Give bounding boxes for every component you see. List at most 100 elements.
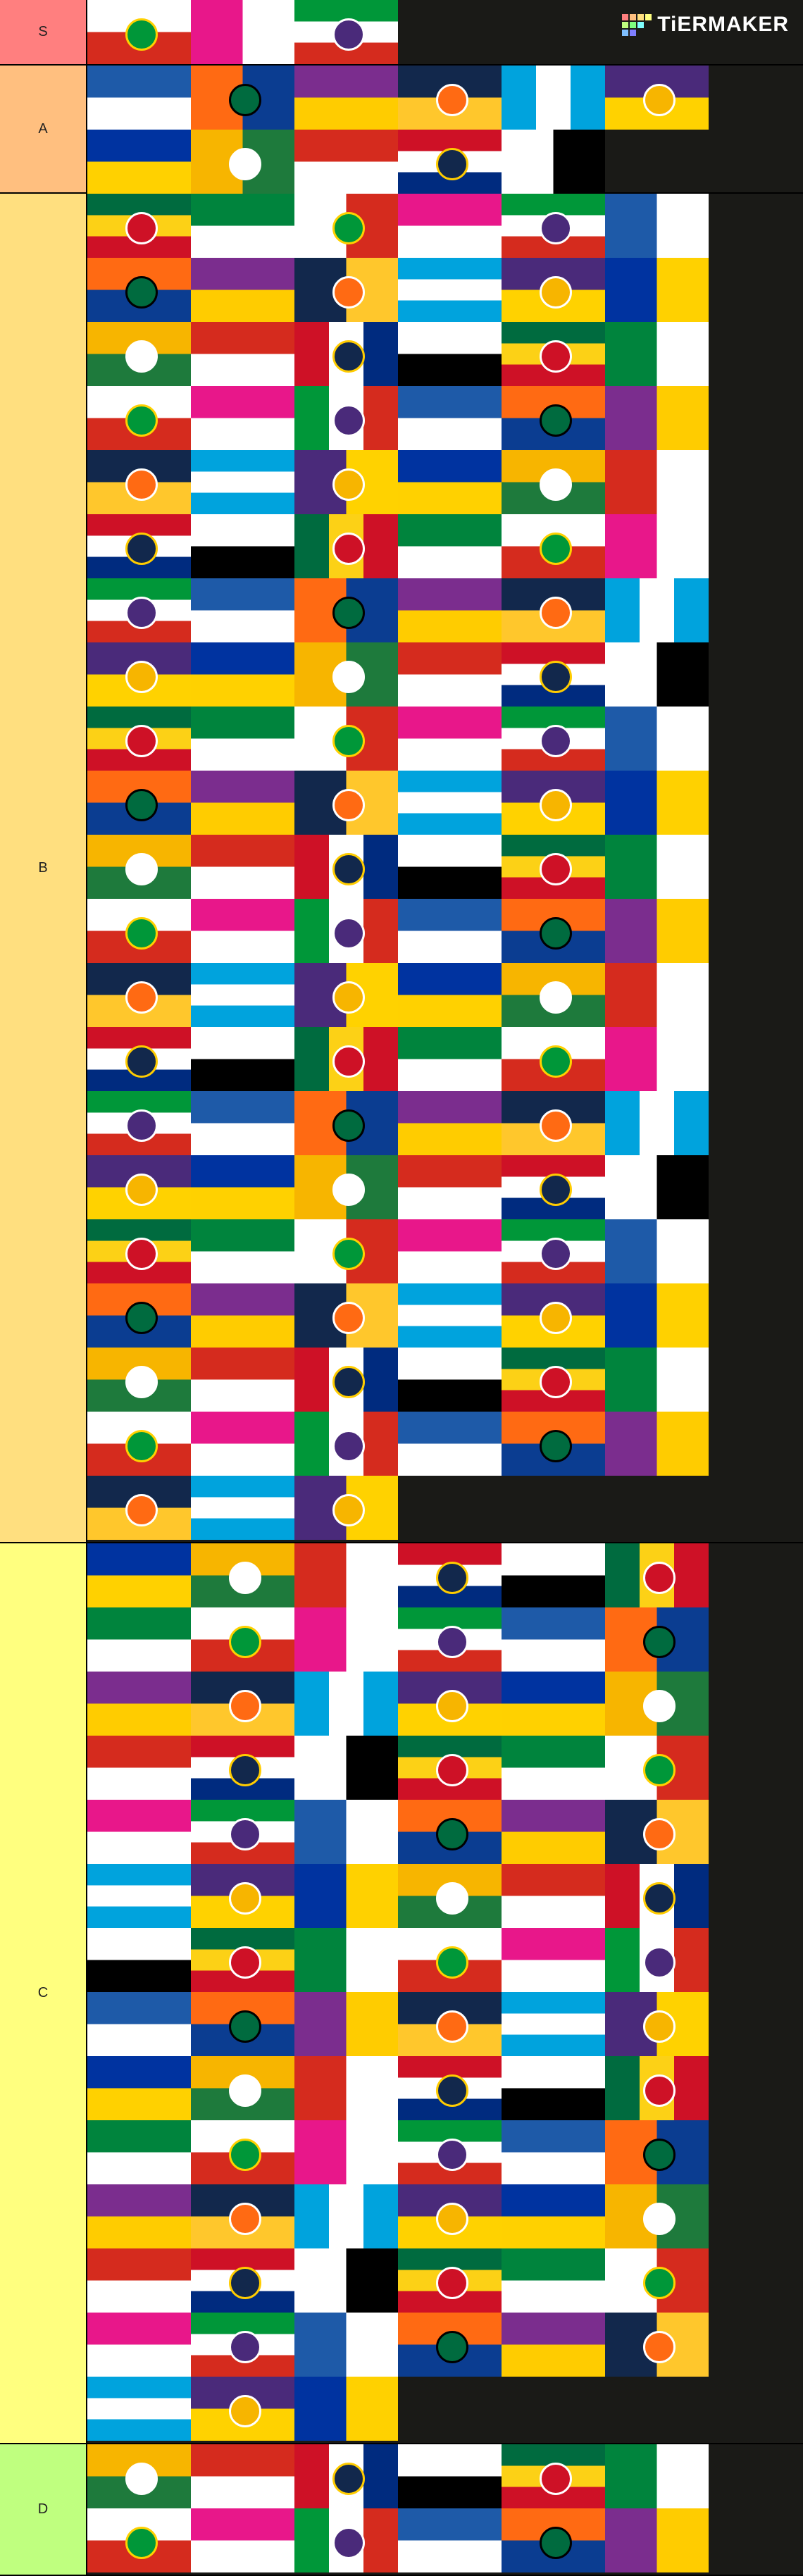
flag-tile[interactable] xyxy=(398,1027,502,1091)
flag-tile[interactable] xyxy=(605,2120,709,2184)
flag-tile[interactable] xyxy=(191,707,294,771)
flag-tile[interactable] xyxy=(502,1864,605,1928)
flag-tile[interactable] xyxy=(605,1348,709,1412)
flag-tile[interactable] xyxy=(294,2248,398,2313)
flag-tile[interactable] xyxy=(294,1348,398,1412)
flag-tile[interactable] xyxy=(502,642,605,707)
flag-tile[interactable] xyxy=(294,1864,398,1928)
flag-tile[interactable] xyxy=(398,450,502,514)
flag-tile[interactable] xyxy=(191,1992,294,2056)
flag-tile[interactable] xyxy=(605,1091,709,1155)
flag-tile[interactable] xyxy=(294,450,398,514)
flag-tile[interactable] xyxy=(87,1928,191,1992)
flag-tile[interactable] xyxy=(605,1864,709,1928)
flag-tile[interactable] xyxy=(605,1027,709,1091)
flag-tile[interactable] xyxy=(87,66,191,130)
flag-tile[interactable] xyxy=(294,1928,398,1992)
flag-tile[interactable] xyxy=(191,1219,294,1283)
flag-tile[interactable] xyxy=(191,1672,294,1736)
flag-tile[interactable] xyxy=(294,707,398,771)
flag-tile[interactable] xyxy=(605,1412,709,1476)
flag-tile[interactable] xyxy=(502,1736,605,1800)
flag-tile[interactable] xyxy=(87,2444,191,2508)
flag-tile[interactable] xyxy=(191,66,294,130)
flag-tile[interactable] xyxy=(294,1736,398,1800)
flag-tile[interactable] xyxy=(87,771,191,835)
flag-tile[interactable] xyxy=(191,514,294,578)
flag-tile[interactable] xyxy=(605,899,709,963)
flag-tile[interactable] xyxy=(294,386,398,450)
flag-tile[interactable] xyxy=(191,1283,294,1348)
flag-tile[interactable] xyxy=(87,1412,191,1476)
flag-tile[interactable] xyxy=(502,963,605,1027)
flag-tile[interactable] xyxy=(87,1543,191,1607)
flag-tile[interactable] xyxy=(191,2184,294,2248)
flag-tile[interactable] xyxy=(605,1672,709,1736)
flag-tile[interactable] xyxy=(191,771,294,835)
flag-tile[interactable] xyxy=(605,1607,709,1672)
flag-tile[interactable] xyxy=(605,963,709,1027)
flag-tile[interactable] xyxy=(502,1412,605,1476)
flag-tile[interactable] xyxy=(398,1091,502,1155)
flag-tile[interactable] xyxy=(87,0,191,64)
flag-tile[interactable] xyxy=(294,2056,398,2120)
flag-tile[interactable] xyxy=(191,322,294,386)
flag-tile[interactable] xyxy=(87,1155,191,1219)
flag-tile[interactable] xyxy=(294,578,398,642)
flag-tile[interactable] xyxy=(502,1283,605,1348)
flag-tile[interactable] xyxy=(502,2120,605,2184)
flag-tile[interactable] xyxy=(605,578,709,642)
flag-tile[interactable] xyxy=(398,194,502,258)
flag-tile[interactable] xyxy=(398,2508,502,2572)
flag-tile[interactable] xyxy=(502,771,605,835)
flag-tile[interactable] xyxy=(191,386,294,450)
flag-tile[interactable] xyxy=(398,322,502,386)
flag-tile[interactable] xyxy=(502,386,605,450)
flag-tile[interactable] xyxy=(191,2056,294,2120)
flag-tile[interactable] xyxy=(294,963,398,1027)
flag-tile[interactable] xyxy=(502,322,605,386)
flag-tile[interactable] xyxy=(87,194,191,258)
flag-tile[interactable] xyxy=(294,194,398,258)
flag-tile[interactable] xyxy=(191,1348,294,1412)
flag-tile[interactable] xyxy=(87,1607,191,1672)
flag-tile[interactable] xyxy=(294,1091,398,1155)
flag-tile[interactable] xyxy=(502,1155,605,1219)
flag-tile[interactable] xyxy=(87,2120,191,2184)
flag-tile[interactable] xyxy=(502,2184,605,2248)
flag-tile[interactable] xyxy=(191,1412,294,1476)
flag-tile[interactable] xyxy=(191,258,294,322)
flag-tile[interactable] xyxy=(605,2444,709,2508)
flag-tile[interactable] xyxy=(605,322,709,386)
flag-tile[interactable] xyxy=(398,963,502,1027)
flag-tile[interactable] xyxy=(87,130,191,194)
flag-tile[interactable] xyxy=(191,2313,294,2377)
flag-tile[interactable] xyxy=(294,1607,398,1672)
flag-tile[interactable] xyxy=(87,386,191,450)
flag-tile[interactable] xyxy=(398,1864,502,1928)
flag-tile[interactable] xyxy=(294,2120,398,2184)
flag-tile[interactable] xyxy=(398,1607,502,1672)
flag-tile[interactable] xyxy=(502,707,605,771)
flag-tile[interactable] xyxy=(398,2313,502,2377)
flag-tile[interactable] xyxy=(191,2248,294,2313)
flag-tile[interactable] xyxy=(294,0,398,64)
flag-tile[interactable] xyxy=(502,450,605,514)
flag-tile[interactable] xyxy=(87,899,191,963)
flag-tile[interactable] xyxy=(605,1219,709,1283)
flag-tile[interactable] xyxy=(294,771,398,835)
flag-tile[interactable] xyxy=(87,707,191,771)
flag-tile[interactable] xyxy=(87,2377,191,2441)
flag-tile[interactable] xyxy=(191,1543,294,1607)
flag-tile[interactable] xyxy=(398,1283,502,1348)
flag-tile[interactable] xyxy=(605,1283,709,1348)
flag-tile[interactable] xyxy=(87,514,191,578)
flag-tile[interactable] xyxy=(191,835,294,899)
flag-tile[interactable] xyxy=(605,194,709,258)
flag-tile[interactable] xyxy=(87,1672,191,1736)
flag-tile[interactable] xyxy=(605,707,709,771)
flag-tile[interactable] xyxy=(502,1800,605,1864)
flag-tile[interactable] xyxy=(87,835,191,899)
flag-tile[interactable] xyxy=(398,1800,502,1864)
flag-tile[interactable] xyxy=(398,1348,502,1412)
